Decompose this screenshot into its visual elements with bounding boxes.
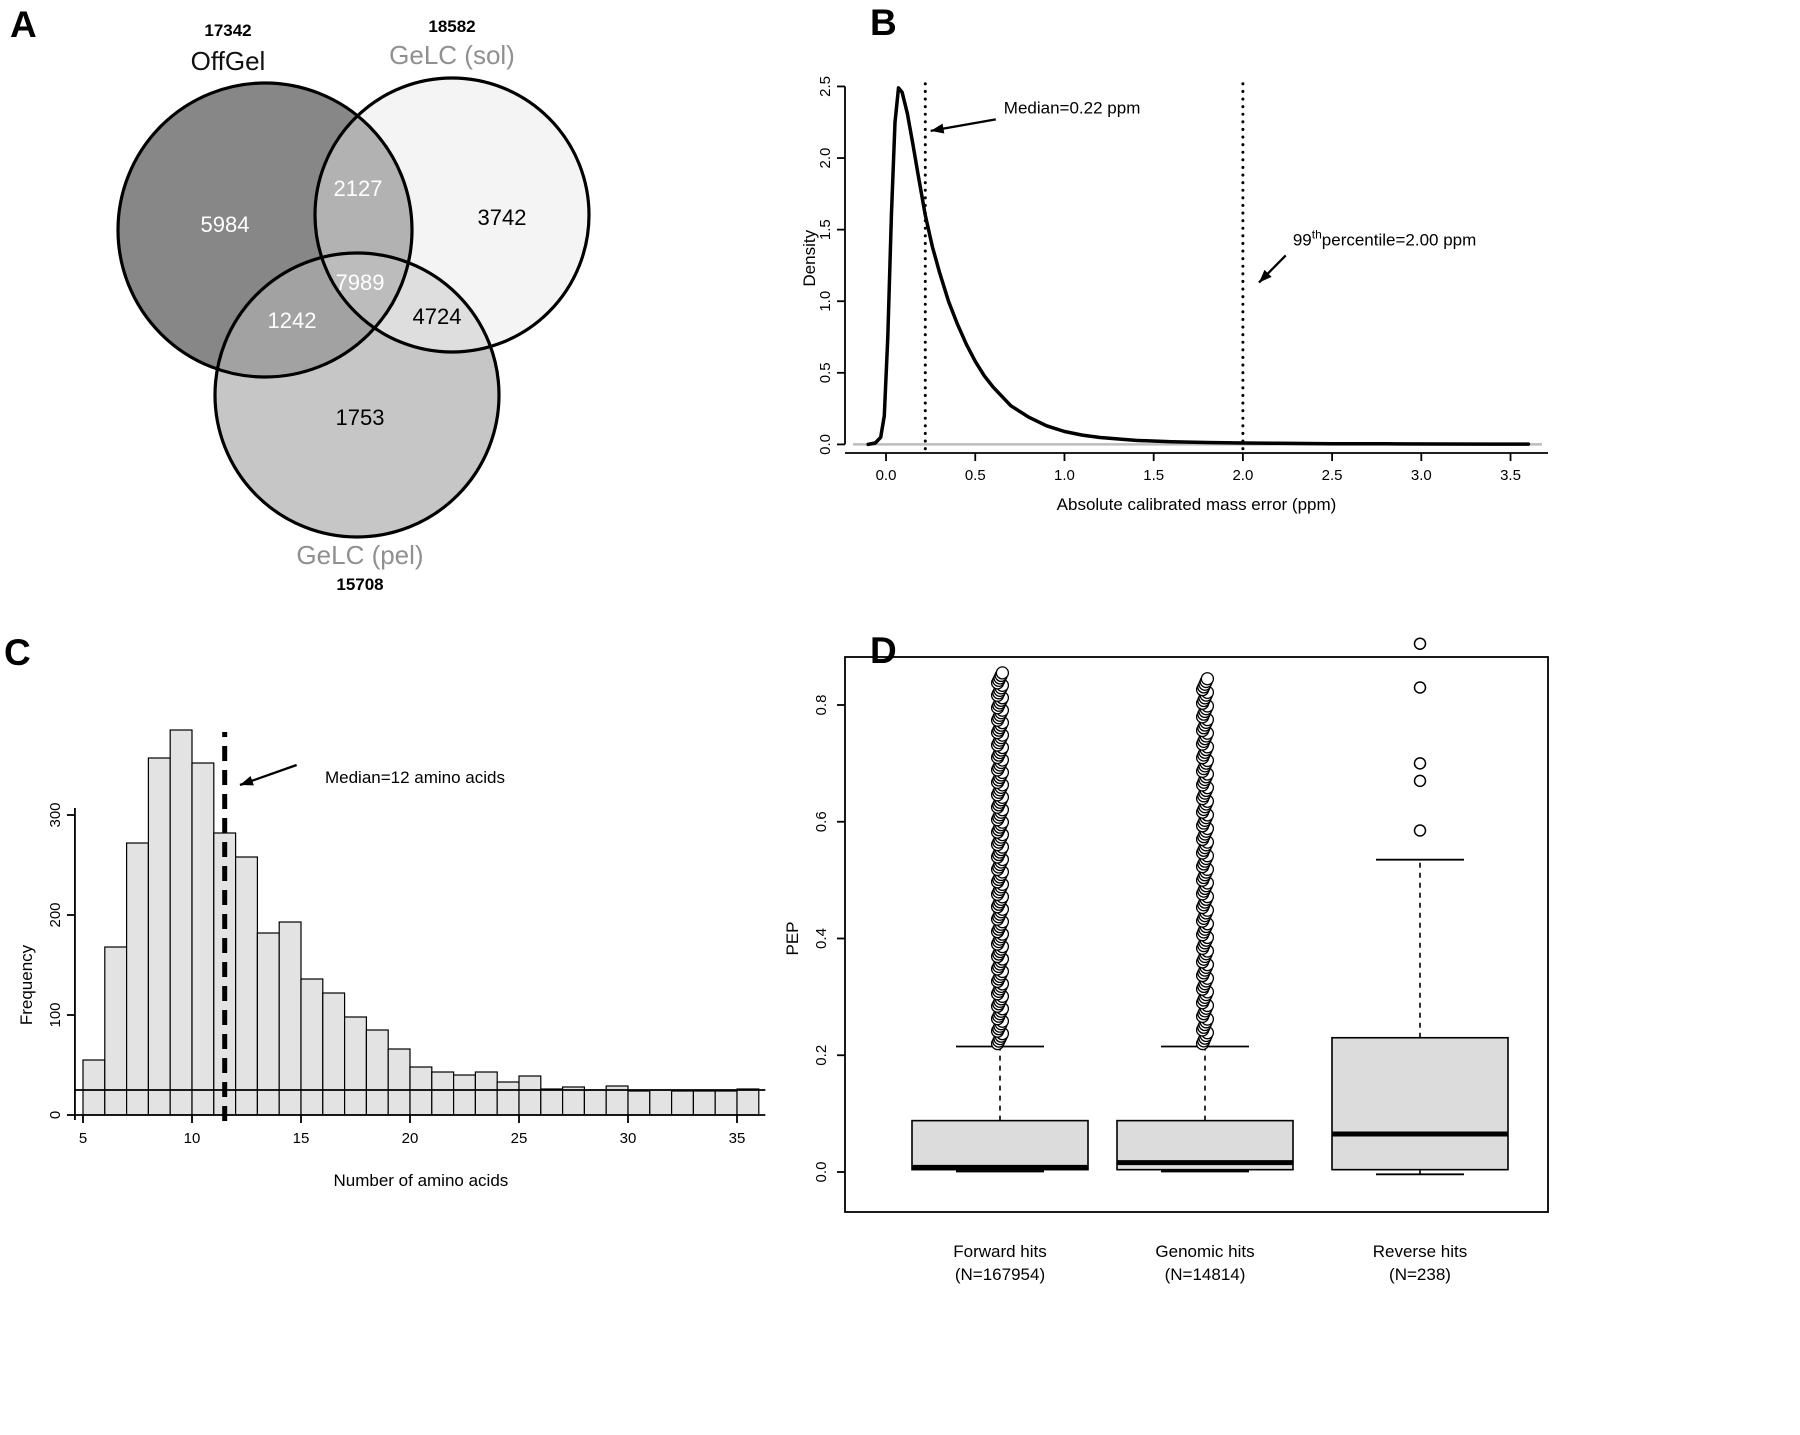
svg-text:10: 10: [184, 1130, 201, 1147]
svg-text:35: 35: [729, 1130, 746, 1147]
svg-text:18582: 18582: [428, 17, 475, 36]
svg-text:Median=0.22 ppm: Median=0.22 ppm: [1004, 99, 1141, 118]
svg-text:3742: 3742: [478, 205, 527, 230]
svg-text:3.5: 3.5: [1500, 467, 1521, 484]
svg-text:(N=14814): (N=14814): [1165, 1265, 1246, 1284]
svg-text:4724: 4724: [413, 304, 462, 329]
svg-text:17342: 17342: [204, 21, 251, 40]
svg-text:0.5: 0.5: [817, 362, 834, 383]
panel-label-c: C: [4, 632, 31, 673]
svg-text:GeLC (pel): GeLC (pel): [296, 540, 423, 570]
svg-text:300: 300: [47, 802, 64, 827]
svg-text:Number of amino acids: Number of amino acids: [333, 1171, 508, 1190]
svg-text:0.5: 0.5: [965, 467, 986, 484]
svg-text:5984: 5984: [201, 212, 250, 237]
svg-text:0.0: 0.0: [876, 467, 897, 484]
svg-text:2.5: 2.5: [817, 76, 834, 97]
svg-text:GeLC (sol): GeLC (sol): [389, 40, 515, 70]
svg-text:0.2: 0.2: [813, 1045, 830, 1066]
svg-text:0.0: 0.0: [817, 434, 834, 455]
svg-text:(N=238): (N=238): [1389, 1265, 1451, 1284]
svg-text:Median=12 amino acids: Median=12 amino acids: [325, 768, 505, 787]
svg-text:OffGel: OffGel: [191, 46, 266, 76]
svg-text:25: 25: [511, 1130, 528, 1147]
svg-text:3.0: 3.0: [1411, 467, 1432, 484]
svg-text:1.5: 1.5: [1143, 467, 1164, 484]
svg-text:Frequency: Frequency: [17, 944, 36, 1025]
svg-text:100: 100: [47, 1002, 64, 1027]
svg-text:200: 200: [47, 902, 64, 927]
boxplot-panel: 0.0 0.2 0.4 0.6 0.8 PEP Forward hits (N=167954)…: [783, 637, 1549, 1284]
svg-text:15708: 15708: [336, 575, 383, 594]
svg-text:1753: 1753: [336, 405, 385, 430]
svg-text:Density: Density: [800, 229, 819, 286]
svg-text:7989: 7989: [336, 270, 385, 295]
panel-label-b: B: [870, 2, 897, 43]
svg-text:0.4: 0.4: [813, 928, 830, 949]
svg-text:0.6: 0.6: [813, 811, 830, 832]
density-plot-panel: 0.0 0.5 1.0 1.5 2.0 2.5 3.0 3.5 0.0 0.5 1.0 1.5 2.0 2…: [800, 76, 1548, 514]
svg-text:2127: 2127: [334, 176, 383, 201]
panel-label-d: D: [870, 630, 897, 671]
svg-text:0.0: 0.0: [813, 1162, 830, 1183]
svg-text:2.0: 2.0: [817, 148, 834, 169]
svg-text:1.0: 1.0: [1054, 467, 1075, 484]
svg-text:0: 0: [47, 1111, 64, 1119]
svg-text:Absolute calibrated mass error: Absolute calibrated mass error (ppm): [1057, 495, 1337, 514]
svg-text:Forward hits: Forward hits: [953, 1242, 1047, 1261]
svg-text:1.0: 1.0: [817, 291, 834, 312]
panel-label-a: A: [10, 4, 37, 45]
svg-text:PEP: PEP: [783, 921, 802, 955]
svg-text:1.5: 1.5: [817, 219, 834, 240]
venn-diagram-panel: 5984 2127 3742 7989 1242 4724 1753 17342 OffGel 1…: [116, 17, 591, 594]
svg-text:Reverse hits: Reverse hits: [1373, 1242, 1467, 1261]
svg-text:99thpercentile=2.00 ppm: 99thpercentile=2.00 ppm: [1293, 227, 1476, 249]
svg-text:Genomic hits: Genomic hits: [1155, 1242, 1254, 1261]
svg-text:15: 15: [293, 1130, 310, 1147]
svg-text:2.0: 2.0: [1232, 467, 1253, 484]
svg-text:0.8: 0.8: [813, 695, 830, 716]
svg-text:5: 5: [79, 1130, 87, 1147]
histogram-panel: 5 10 15 20 25 30 35 0 100 200 300 Median=12 amino a…: [17, 729, 766, 1190]
svg-text:20: 20: [402, 1130, 419, 1147]
svg-text:2.5: 2.5: [1322, 467, 1343, 484]
svg-text:30: 30: [620, 1130, 637, 1147]
svg-text:(N=167954): (N=167954): [955, 1265, 1045, 1284]
svg-text:1242: 1242: [268, 308, 317, 333]
